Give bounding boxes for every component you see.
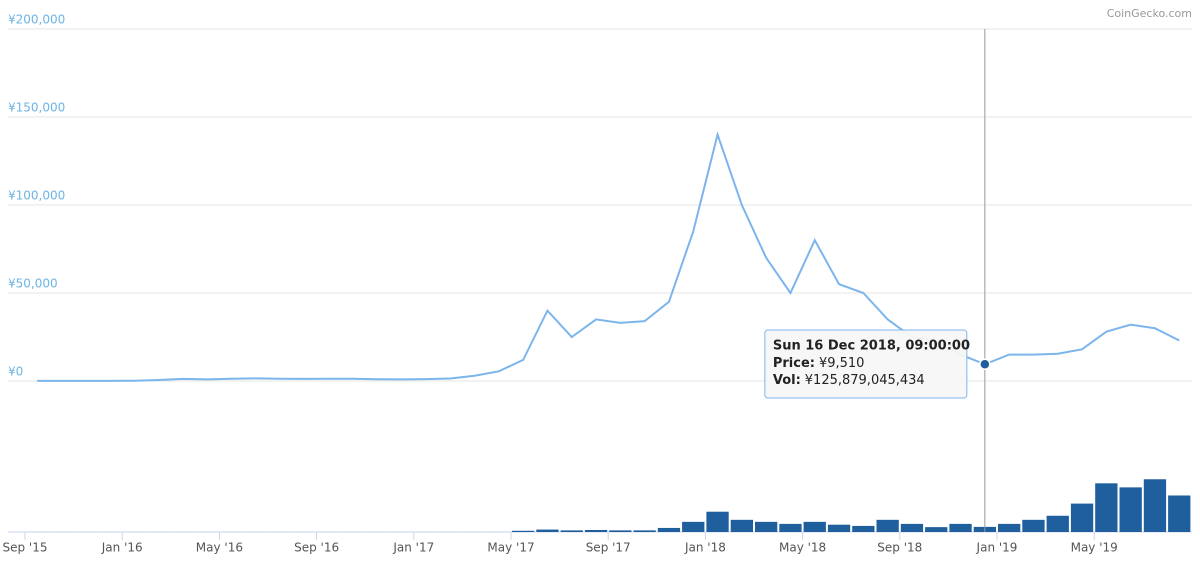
volume-bar: [755, 521, 778, 532]
volume-bar: [827, 524, 851, 532]
x-tick-label: Jan '19: [976, 541, 1018, 555]
hover-point: [979, 358, 991, 371]
x-tick-label: Jan '16: [101, 541, 143, 555]
volume-bar: [1046, 515, 1069, 532]
tooltip-box: [764, 329, 968, 399]
volume-bar: [1168, 495, 1191, 532]
volume-bar: [560, 530, 583, 532]
volume-bar: [1070, 503, 1094, 532]
volume-bar: [852, 525, 875, 532]
tooltip-value: ¥9,510: [819, 356, 865, 371]
x-tick-label: Jan '17: [392, 541, 434, 555]
tooltip-row: Price: ¥9,510: [773, 356, 865, 371]
x-tick-label: May '18: [779, 541, 826, 555]
x-tick-label: May '17: [487, 541, 534, 555]
tooltip-row: Vol: ¥125,879,045,434: [773, 373, 925, 388]
x-tick-label: May '16: [196, 541, 243, 555]
y-tick-label: ¥200,000: [8, 13, 65, 27]
tooltip-name: Price:: [773, 356, 815, 371]
volume-bar: [779, 523, 802, 532]
volume-bar: [876, 519, 899, 532]
volume-bar: [998, 523, 1021, 532]
volume-bar: [633, 530, 656, 532]
x-tick-label: Jan '18: [684, 541, 726, 555]
volume-bar: [803, 521, 826, 532]
x-tick-label: Sep '15: [3, 541, 48, 555]
price-line: [37, 131, 1180, 382]
y-tick-label: ¥150,000: [8, 101, 65, 115]
tooltip-date: Sun 16 Dec 2018, 09:00:00: [773, 339, 970, 354]
y-tick-label: ¥50,000: [8, 277, 58, 291]
volume-bar: [706, 511, 729, 532]
x-tick-label: Sep '18: [877, 541, 922, 555]
volume-bar: [609, 530, 632, 532]
volume-bar: [657, 527, 681, 532]
volume-bar: [949, 523, 972, 532]
tooltip-value: ¥125,879,045,434: [805, 373, 925, 388]
volume-bar: [536, 529, 559, 532]
x-tick-label: Sep '16: [294, 541, 339, 555]
y-tick-label: ¥100,000: [8, 189, 65, 203]
tooltip-name: Vol:: [773, 373, 801, 388]
volume-bar: [1143, 479, 1167, 532]
volume-bar: [584, 529, 608, 532]
volume-bar: [925, 527, 948, 532]
volume-bar: [1119, 487, 1142, 532]
volume-bar: [512, 530, 535, 532]
volume-bar: [1022, 519, 1045, 532]
x-tick-label: Sep '17: [586, 541, 631, 555]
x-tick-label: May '19: [1071, 541, 1118, 555]
volume-bar: [730, 519, 753, 532]
y-tick-label: ¥0: [8, 365, 23, 379]
volume-bar: [900, 523, 924, 532]
volume-bar: [1095, 483, 1118, 532]
volume-bar: [682, 521, 705, 532]
credit[interactable]: CoinGecko.com: [1107, 7, 1192, 20]
